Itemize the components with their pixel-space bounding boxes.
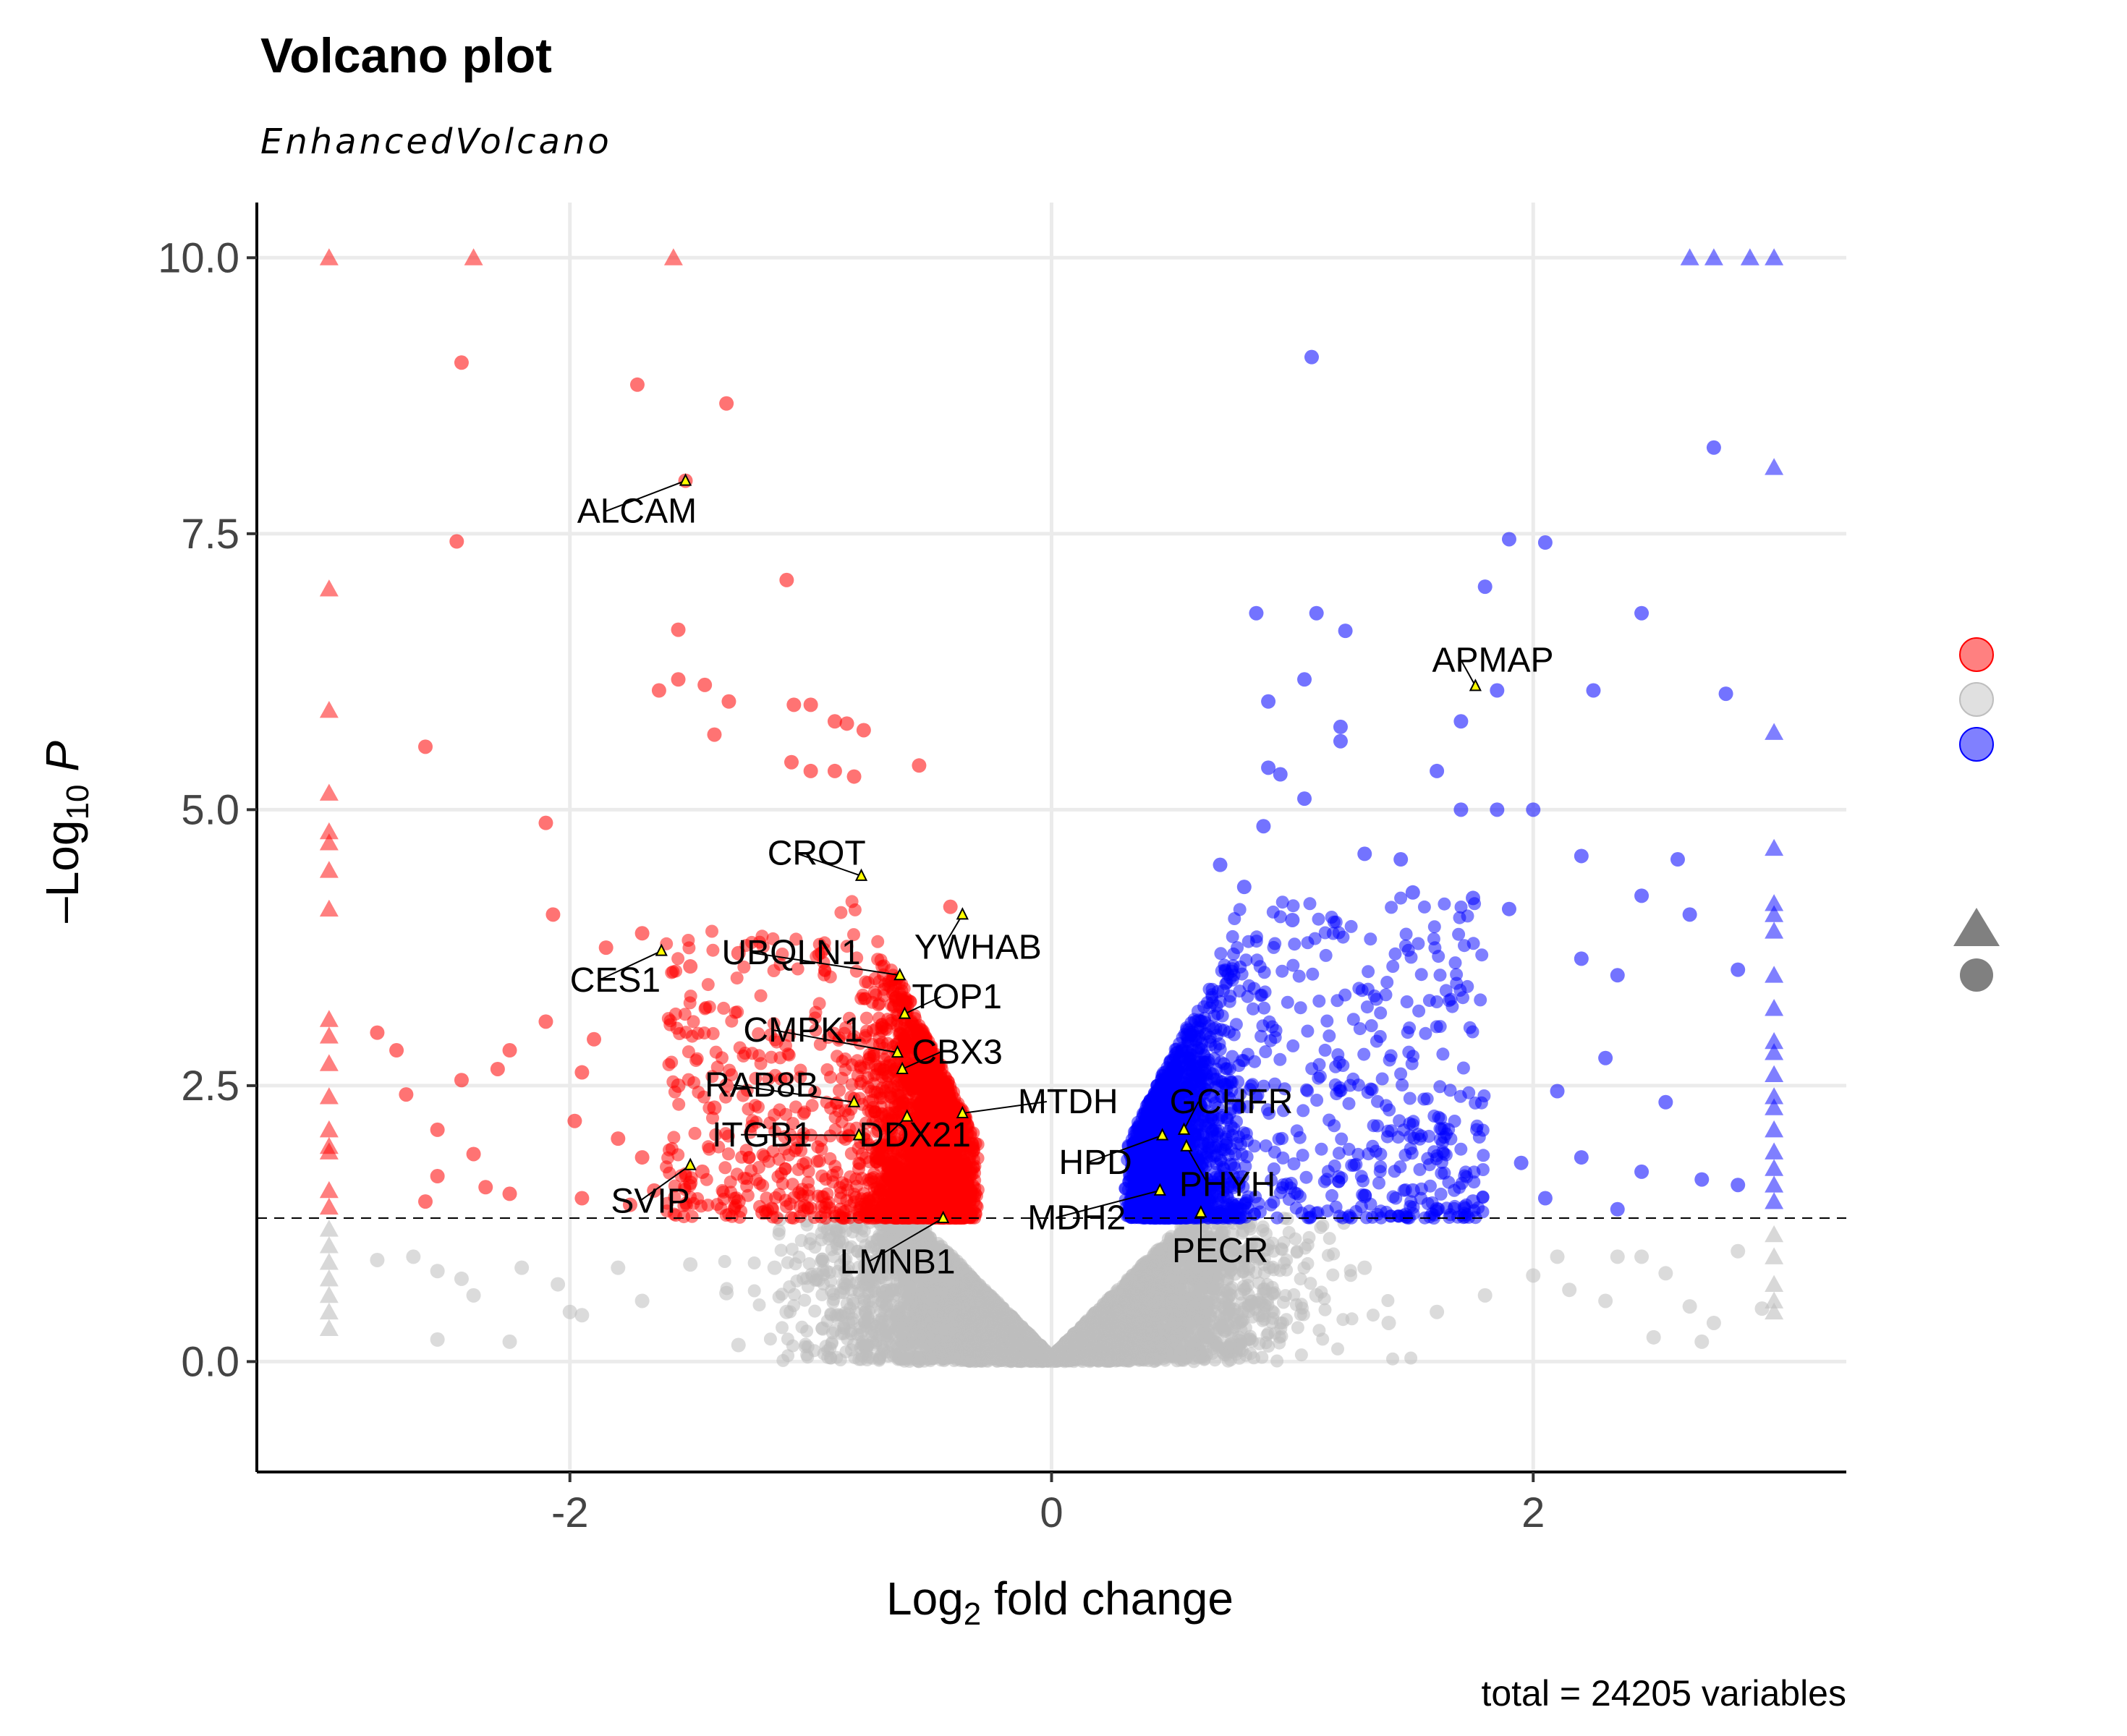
nonsignificant-cloud <box>718 1212 1418 1369</box>
ns-point <box>1246 1335 1260 1348</box>
ns-point <box>1294 1348 1308 1362</box>
ns-point <box>776 1353 790 1367</box>
ns-point <box>1312 1324 1326 1337</box>
ns-point <box>1256 1314 1270 1327</box>
ns-point <box>816 1254 830 1268</box>
ns-point <box>1273 1336 1286 1350</box>
ns-point <box>884 1308 898 1322</box>
ns-point <box>772 1290 786 1304</box>
ns-point <box>1386 1352 1399 1366</box>
ns-point <box>1404 1351 1418 1365</box>
ns-point <box>763 1332 777 1346</box>
chart-title: Volcano plot <box>260 28 552 83</box>
ns-point <box>825 1243 839 1256</box>
ns-point <box>776 1321 789 1335</box>
ns-point <box>1291 1321 1304 1335</box>
ns-point <box>752 1298 766 1311</box>
grid-lines <box>257 203 1846 1472</box>
ns-point <box>1302 1230 1316 1244</box>
ns-point <box>950 1314 964 1328</box>
ns-point <box>1270 1354 1284 1368</box>
ns-point <box>827 1288 840 1301</box>
ns-point <box>1265 1287 1279 1301</box>
ns-point <box>1297 1261 1311 1275</box>
ns-point <box>1327 1247 1341 1261</box>
ns-point <box>1304 1277 1317 1290</box>
ns-point <box>747 1256 761 1269</box>
ns-point <box>1267 1306 1281 1319</box>
ns-point <box>1289 1298 1303 1311</box>
ns-point <box>1208 1315 1222 1329</box>
ns-point <box>947 1354 961 1367</box>
ns-point <box>1231 1308 1244 1321</box>
ns-point <box>1331 1342 1344 1356</box>
ns-point <box>786 1339 799 1353</box>
ns-point <box>747 1284 761 1298</box>
ns-point <box>836 1309 849 1323</box>
ns-point <box>1259 1336 1273 1350</box>
ns-point <box>817 1347 831 1361</box>
ns-point <box>1381 1294 1395 1307</box>
ns-point <box>1290 1245 1304 1258</box>
ns-point <box>1225 1280 1239 1294</box>
ns-point <box>857 1292 871 1306</box>
ns-point <box>800 1324 814 1338</box>
ns-point <box>1253 1295 1267 1309</box>
chart-subtitle: EnhancedVolcano <box>260 122 612 162</box>
ns-point <box>1194 1278 1208 1292</box>
ns-point <box>1288 1232 1302 1246</box>
ns-point <box>1344 1269 1358 1282</box>
ns-point <box>798 1293 812 1307</box>
ns-point <box>718 1255 731 1268</box>
ns-point <box>1199 1306 1213 1319</box>
ns-point <box>1247 1351 1260 1365</box>
ns-point <box>1280 1313 1294 1327</box>
ns-point <box>774 1243 788 1257</box>
ns-point <box>808 1304 822 1318</box>
ns-point <box>827 1230 841 1244</box>
ns-point <box>1366 1309 1380 1322</box>
ns-point <box>1323 1232 1336 1246</box>
ns-point <box>772 1227 786 1241</box>
ns-point <box>1326 1268 1340 1282</box>
ns-point <box>825 1337 839 1350</box>
ns-point <box>1336 1313 1350 1327</box>
ns-point <box>1233 1351 1247 1365</box>
ns-point <box>1314 1221 1328 1235</box>
